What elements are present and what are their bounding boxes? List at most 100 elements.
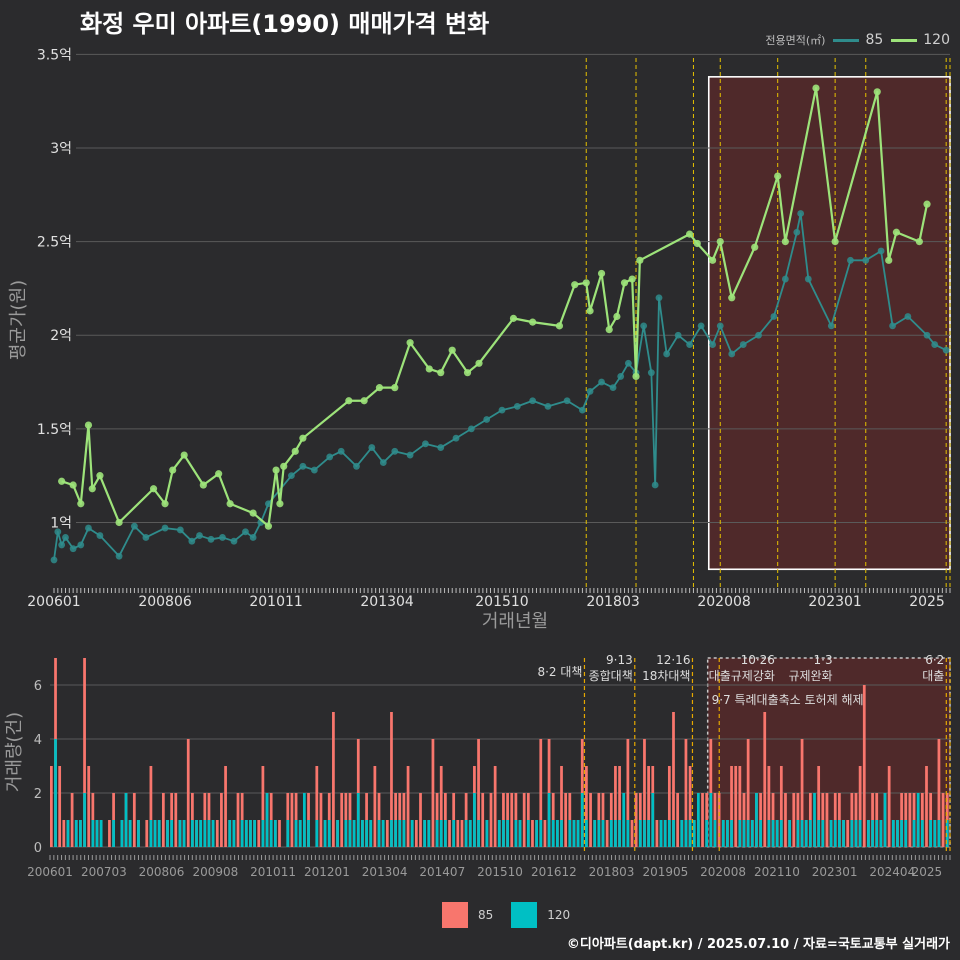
bar-120 <box>551 820 555 847</box>
data-point-120 <box>716 238 724 246</box>
bar-85 <box>630 820 634 847</box>
legend-item-85: 85 <box>833 32 883 48</box>
x-tick-label: 202301 <box>812 865 858 879</box>
bar-85 <box>800 739 804 847</box>
bar-85 <box>510 793 514 847</box>
bar-85 <box>87 766 91 847</box>
data-point-120 <box>345 397 353 405</box>
data-point-120 <box>149 485 158 493</box>
bar-120 <box>742 820 746 847</box>
bar-120 <box>663 820 667 847</box>
bar-120 <box>945 820 949 847</box>
bar-120 <box>883 793 887 847</box>
bar-120 <box>336 820 339 847</box>
bar-120 <box>933 820 937 847</box>
data-point-85 <box>862 256 870 264</box>
bar-120 <box>779 820 783 847</box>
bar-120 <box>804 820 808 847</box>
data-point-85 <box>804 275 812 283</box>
bar-120 <box>410 820 414 847</box>
bar-120 <box>157 820 161 847</box>
legend-label-120: 120 <box>923 32 950 48</box>
policy-annotation: 대출 <box>922 669 944 683</box>
policy-annotation: 6·2 <box>925 653 944 667</box>
bar-85 <box>730 766 733 847</box>
bar-120 <box>211 820 215 847</box>
data-point-85 <box>697 322 705 330</box>
bar-120 <box>240 820 244 847</box>
y-axis-label: 거래량(건) <box>4 712 25 792</box>
bar-85 <box>688 766 692 847</box>
bar-120 <box>572 820 576 847</box>
data-point-85 <box>77 541 85 549</box>
data-point-85 <box>437 444 445 451</box>
data-point-85 <box>265 500 272 508</box>
bar-120 <box>585 820 588 847</box>
bar-120 <box>506 820 509 847</box>
bar-85 <box>862 685 866 847</box>
data-point-120 <box>475 359 483 367</box>
bar-120 <box>435 820 439 847</box>
x-tick-label: 200806 <box>139 865 185 879</box>
data-point-85 <box>609 384 617 392</box>
bar-120 <box>879 820 883 847</box>
bar-120 <box>369 820 373 847</box>
data-point-120 <box>77 500 85 508</box>
bar-85 <box>186 739 190 847</box>
bar-120 <box>298 820 302 847</box>
data-point-120 <box>632 372 640 381</box>
data-point-85 <box>142 534 150 541</box>
source-footer: ©디아파트(dapt.kr) / 2025.07.10 / 자료=국토교통부 실… <box>566 937 950 952</box>
bar-120 <box>294 820 298 847</box>
data-point-85 <box>755 331 762 339</box>
bar-120 <box>95 820 99 847</box>
x-tick-label: 202301 <box>808 594 861 610</box>
bar-120 <box>535 820 539 847</box>
bar-120 <box>99 820 103 847</box>
bar-120 <box>199 820 203 847</box>
bar-85 <box>560 766 563 847</box>
bar-85 <box>108 820 111 847</box>
bar-120 <box>468 820 472 847</box>
data-point-120 <box>751 243 759 251</box>
x-tick-label: 200703 <box>81 865 127 879</box>
data-point-85 <box>50 556 58 564</box>
bar-120 <box>821 820 825 847</box>
data-point-85 <box>422 440 429 448</box>
bar-120 <box>207 820 211 847</box>
bar-120 <box>672 820 675 847</box>
data-point-120 <box>605 326 613 334</box>
bar-120 <box>269 820 273 847</box>
bar-120 <box>555 820 559 847</box>
bar-85 <box>667 766 671 847</box>
bar-120 <box>452 820 456 847</box>
bar-85 <box>161 793 165 847</box>
bar-120 <box>444 820 447 847</box>
bar-120 <box>83 793 86 847</box>
bar-120 <box>273 820 277 847</box>
bar-120 <box>643 820 646 847</box>
data-point-85 <box>498 406 506 414</box>
bar-85 <box>149 766 153 847</box>
bar-120 <box>638 820 642 847</box>
bar-85 <box>278 820 281 847</box>
data-point-85 <box>85 524 92 532</box>
bar-120 <box>178 820 182 847</box>
bar-120 <box>91 820 95 847</box>
bar-120 <box>79 820 82 847</box>
bar-120 <box>112 820 115 847</box>
data-point-85 <box>655 294 663 302</box>
bar-85 <box>643 739 646 847</box>
bar-120 <box>518 820 522 847</box>
y-tick-label: 3.5억 <box>37 47 72 63</box>
data-point-85 <box>579 406 586 414</box>
policy-annotation: 1·3 <box>814 653 833 667</box>
bar-120 <box>568 820 572 847</box>
data-point-120 <box>781 238 789 246</box>
bar-120 <box>593 820 597 847</box>
bar-120 <box>381 820 385 847</box>
bar-120 <box>149 820 153 847</box>
bar-85 <box>340 793 344 847</box>
bar-85 <box>672 712 675 847</box>
